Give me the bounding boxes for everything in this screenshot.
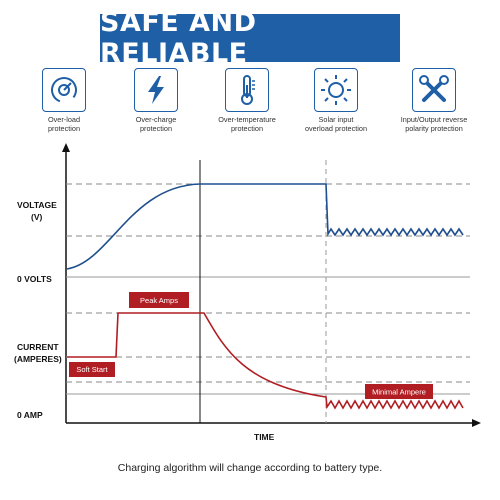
- minimal-ampere-tag: [365, 384, 433, 399]
- x-axis-arrow: [472, 419, 481, 427]
- peak-amps-tag: [129, 292, 189, 308]
- footnote: Charging algorithm will change according…: [117, 462, 383, 474]
- voltage-label: VOLTAGE: [17, 200, 57, 210]
- soft-start-tag: [69, 362, 115, 377]
- title-banner: SAFE AND RELIABLE: [100, 7, 400, 69]
- voltage-curve: [66, 183, 464, 270]
- peak-amps-text: Peak Amps: [140, 296, 178, 305]
- charging-diagram: VOLTAGE (V) 0 VOLTS CURRENT (AMPERES) 0 …: [14, 143, 481, 442]
- current-unit: (AMPERES): [14, 354, 62, 364]
- zero-amp-label: 0 AMP: [17, 410, 43, 420]
- feature-label: Over-load protection: [47, 115, 81, 133]
- dashed-guides: [66, 183, 470, 383]
- feature-overload: Over-load protection: [19, 68, 109, 133]
- thermometer-icon: [225, 68, 269, 112]
- soft-start-text: Soft Start: [76, 365, 108, 374]
- feature-label: Solar input overload protection: [304, 115, 368, 133]
- feature-label: Over-temperature protection: [218, 115, 276, 133]
- gauge-icon: [42, 68, 86, 112]
- zero-volts-label: 0 VOLTS: [17, 274, 52, 284]
- minimal-ampere-text: Minimal Ampere: [372, 388, 426, 397]
- feature-overtemp: Over-temperature protection: [202, 68, 292, 133]
- y-axis-arrow: [62, 143, 70, 152]
- current-curve: [67, 312, 464, 410]
- banner-title: SAFE AND RELIABLE: [100, 7, 257, 69]
- current-label: CURRENT: [17, 342, 59, 352]
- feature-solar: Solar input overload protection: [291, 68, 381, 133]
- sun-icon: [314, 68, 358, 112]
- lightning-icon: [134, 68, 178, 112]
- time-label: TIME: [254, 432, 275, 442]
- voltage-unit: (V): [31, 212, 43, 222]
- feature-label: Input/Output reverse polarity protection: [400, 115, 468, 133]
- feature-polarity: Input/Output reverse polarity protection: [389, 68, 479, 133]
- feature-overcharge: Over-charge protection: [111, 68, 201, 133]
- tools-icon: [412, 68, 456, 112]
- feature-label: Over-charge protection: [135, 115, 177, 133]
